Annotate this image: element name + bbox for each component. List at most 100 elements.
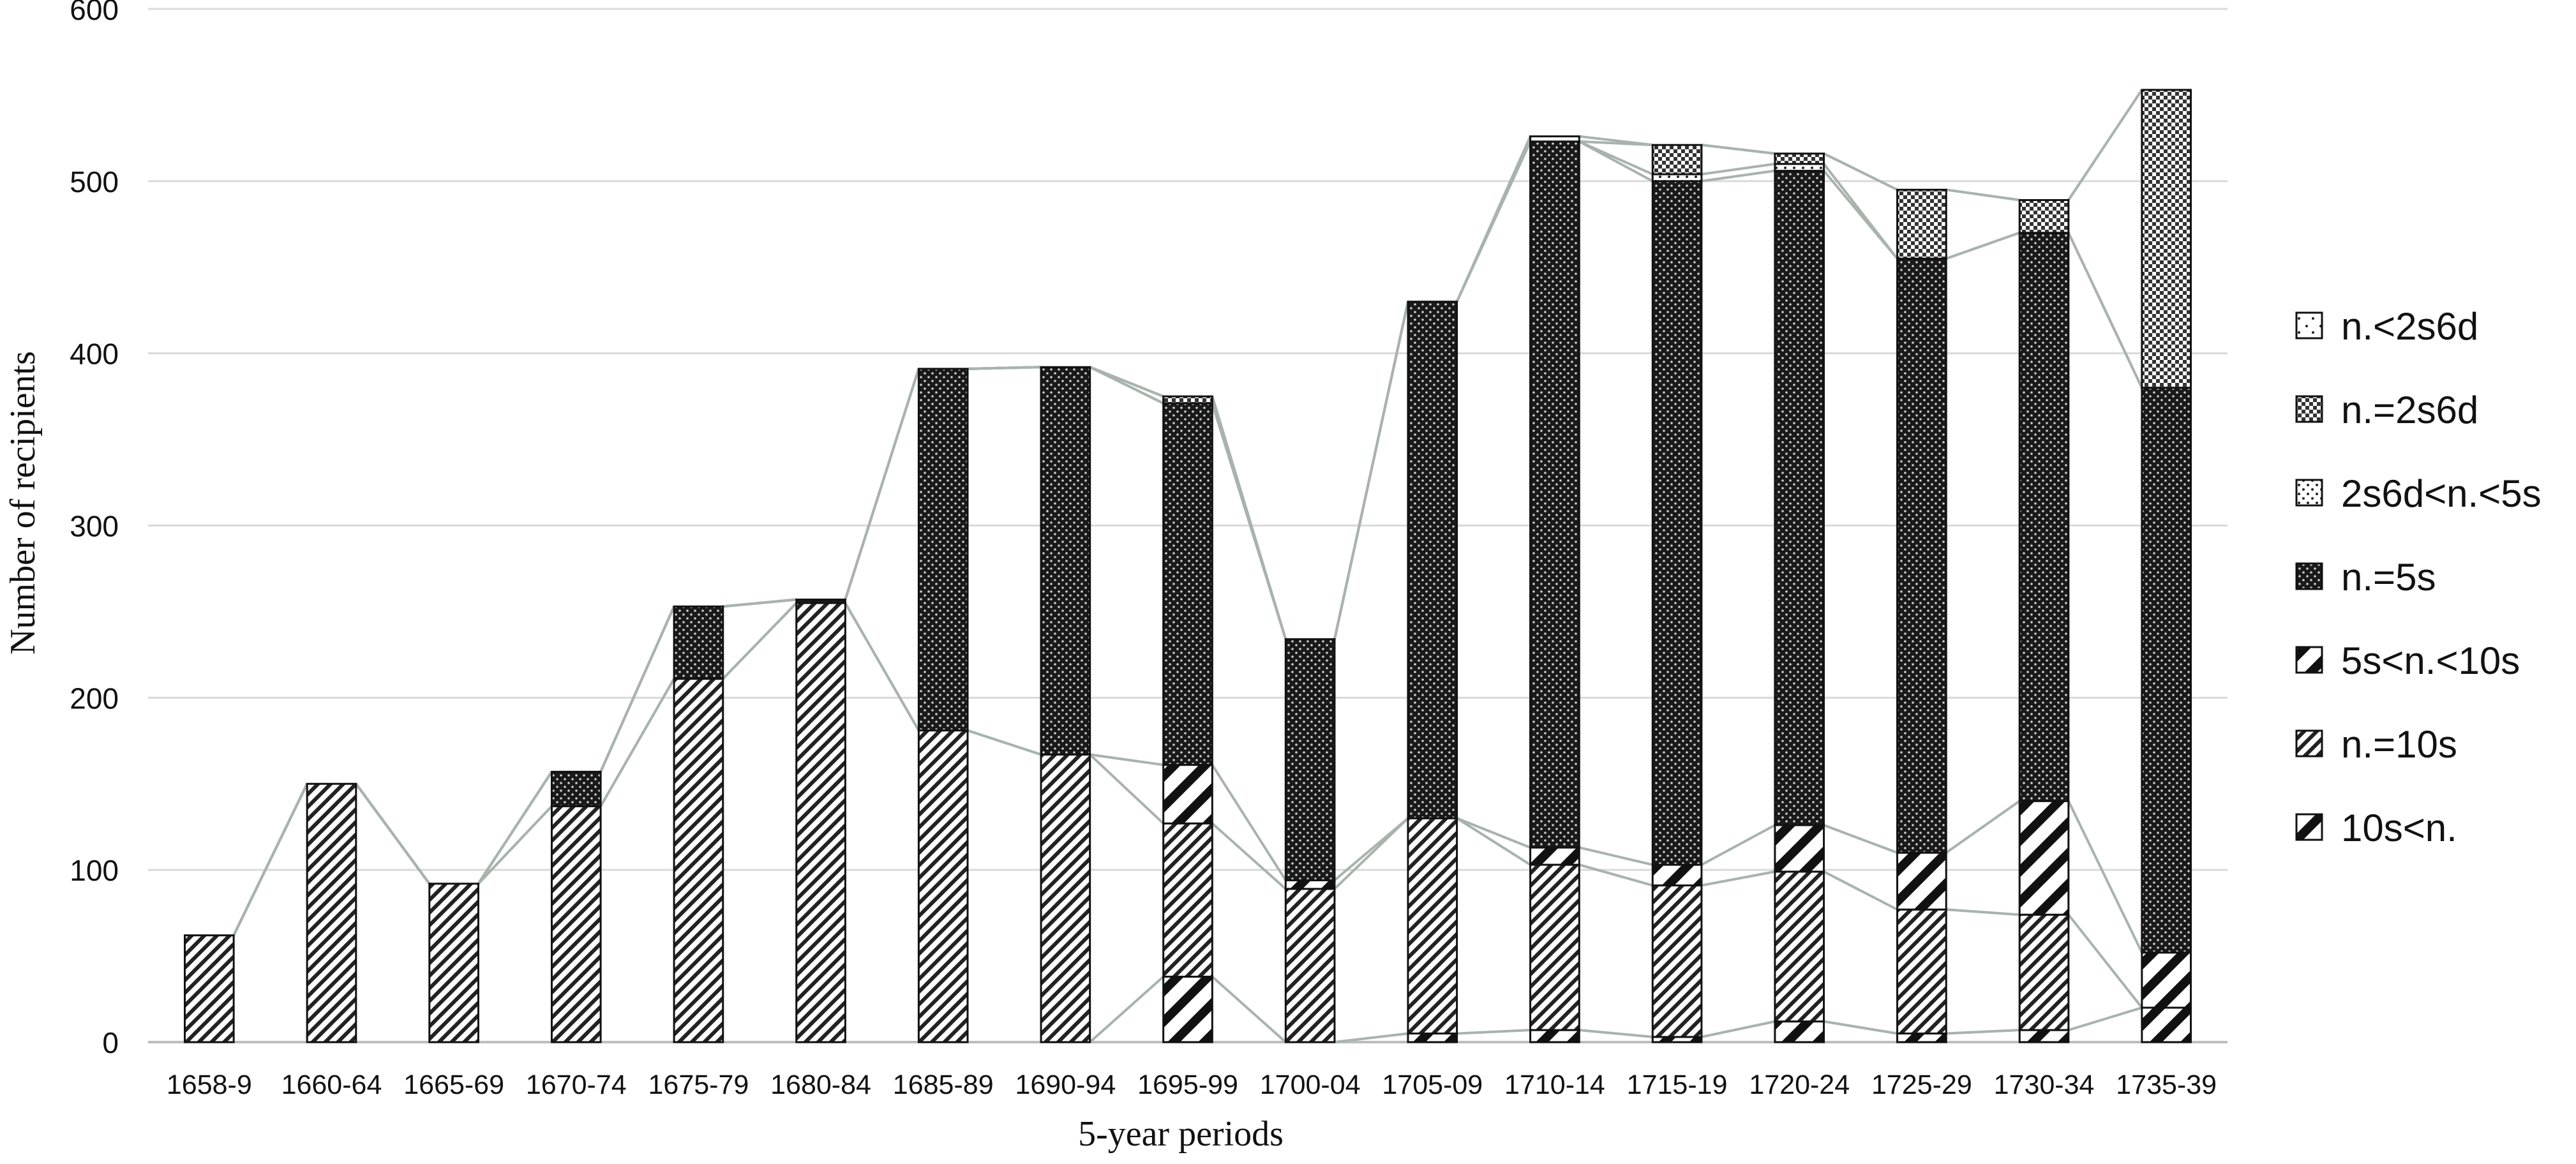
legend-label: n.=10s <box>2341 723 2457 766</box>
legend-swatch <box>2295 646 2323 674</box>
legend-label: n.=5s <box>2341 556 2436 599</box>
bar-segment <box>795 602 846 1043</box>
series-connector <box>967 729 1042 756</box>
bar-segment <box>1774 163 1825 172</box>
legend-label: n.=2s6d <box>2341 389 2478 431</box>
y-tick-label: 400 <box>70 338 119 371</box>
series-connector <box>1701 144 1776 155</box>
series-connector <box>1089 366 1164 398</box>
series-connector <box>2067 232 2143 389</box>
series-connector <box>477 805 553 885</box>
series-connector <box>722 602 798 680</box>
series-connector <box>1701 1020 1776 1038</box>
bar-segment <box>1529 140 1580 849</box>
bar-segment <box>1040 366 1091 756</box>
bar-segment <box>1529 135 1580 143</box>
bar-segment <box>2018 1029 2070 1043</box>
y-tick-label: 500 <box>70 165 119 198</box>
series-connector <box>1945 188 2020 202</box>
bar-segment <box>1284 888 1336 1043</box>
bar-segment <box>2141 1006 2192 1043</box>
series-connector <box>2067 914 2143 1009</box>
bar-segment <box>2141 951 2192 1009</box>
series-connector <box>477 771 553 884</box>
series-connector <box>723 598 797 608</box>
series-connector <box>844 602 920 731</box>
series-connector <box>1089 753 1165 824</box>
series-connector <box>967 366 1042 370</box>
bar-segment <box>917 368 969 732</box>
series-connector <box>1456 817 1531 866</box>
bar-segment <box>1896 1033 1947 1043</box>
series-connector <box>599 606 675 773</box>
bar-segment <box>1896 851 1947 911</box>
bar-segment <box>673 678 724 1043</box>
bar-segment <box>550 770 602 807</box>
x-tick-label: 1675-79 <box>648 1070 749 1100</box>
bar-segment <box>306 782 357 1043</box>
y-tick-label: 300 <box>70 510 119 543</box>
x-tick-label: 1720-24 <box>1749 1070 1850 1100</box>
x-tick-label: 1705-09 <box>1382 1070 1483 1100</box>
x-tick-label: 1670-74 <box>526 1070 627 1100</box>
series-connector <box>2067 89 2143 201</box>
series-connector <box>1333 817 1409 881</box>
legend: n.<2s6d n.=2s6d 2s6d<n.<5s n.=5s 5s<n.<10s n.… <box>2295 305 2542 849</box>
series-connector <box>1090 753 1164 766</box>
series-connector <box>1579 1029 1653 1038</box>
series-connector <box>1089 975 1165 1043</box>
y-axis-title: Number of recipients <box>3 351 43 655</box>
legend-swatch <box>2295 395 2323 423</box>
x-tick-label: 1700-04 <box>1260 1070 1361 1100</box>
x-tick-label: 1715-19 <box>1627 1070 1728 1100</box>
series-connector <box>1946 1029 2020 1035</box>
series-connector <box>1700 824 1776 866</box>
bar-segment <box>1651 863 1703 886</box>
bar-segment <box>1651 144 1703 175</box>
x-tick-label: 1735-39 <box>2116 1070 2217 1100</box>
x-tick-label: 1658-9 <box>167 1070 252 1100</box>
bar-segment <box>1407 301 1458 819</box>
series-connector <box>1945 800 2021 854</box>
series-connector <box>1211 975 1287 1043</box>
series-connector <box>1823 1020 1898 1035</box>
bar-segment <box>1162 395 1213 405</box>
legend-label: 2s6d<n.<5s <box>2341 472 2542 515</box>
y-tick-label: 100 <box>70 854 119 887</box>
legend-swatch <box>2295 813 2323 841</box>
bar-segment <box>1162 764 1213 824</box>
series-connector <box>1578 846 1653 867</box>
bar-segment <box>917 729 969 1043</box>
series-connector <box>1823 152 1898 191</box>
bar-segment <box>1407 1033 1458 1043</box>
series-connector <box>355 783 431 884</box>
bar-segment <box>1774 153 1825 165</box>
series-connector <box>232 783 308 936</box>
legend-swatch <box>2295 562 2323 590</box>
x-tick-label: 1725-29 <box>1871 1070 1972 1100</box>
bar-segment <box>1774 1020 1825 1043</box>
series-connector <box>1946 908 2020 916</box>
series-connector <box>1579 135 1653 147</box>
bar-segment <box>2018 913 2070 1031</box>
legend-label: 10s<n. <box>2341 807 2457 849</box>
bar-segment <box>673 605 724 680</box>
series-connector <box>1701 870 1776 887</box>
bar-segment <box>2018 800 2070 916</box>
legend-swatch <box>2295 479 2323 507</box>
x-tick-label: 1690-94 <box>1015 1070 1116 1100</box>
y-axis-tick-labels: 0 100 200 300 400 500 600 <box>70 0 119 1059</box>
bar-segment <box>1896 188 1947 260</box>
series-connector <box>1211 764 1287 881</box>
bar-segment <box>550 805 602 1043</box>
series-connector <box>1455 135 1532 302</box>
series-connector <box>1578 140 1654 175</box>
bar-segment <box>428 883 479 1043</box>
y-tick-label: 600 <box>70 0 119 26</box>
series-connector <box>1823 870 1898 911</box>
bar-segment <box>1407 817 1458 1035</box>
bar-segment <box>1651 180 1703 866</box>
series-connector <box>1578 863 1653 887</box>
bar-segment <box>2018 199 2070 234</box>
bar-segment <box>1040 753 1091 1043</box>
